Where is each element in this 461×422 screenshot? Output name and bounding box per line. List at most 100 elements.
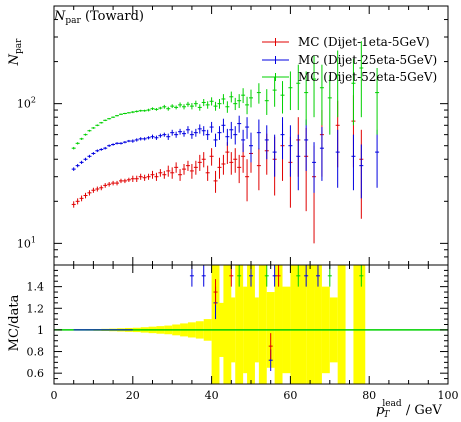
data-point (138, 109, 143, 112)
y-tick-label-base: 10 (17, 98, 31, 111)
data-point (189, 130, 194, 139)
data-point (359, 144, 364, 199)
data-point (351, 58, 356, 126)
data-point (75, 198, 80, 205)
data-point (134, 175, 139, 182)
data-point (193, 160, 198, 175)
data-point (75, 163, 80, 168)
data-point (122, 112, 127, 115)
data-point (229, 152, 234, 175)
data-point (87, 190, 92, 196)
y-tick-label: 0.6 (27, 367, 45, 380)
data-point (185, 126, 190, 134)
series-1 (71, 95, 364, 244)
data-point (170, 129, 175, 136)
data-point (178, 128, 183, 135)
ratio-point (201, 265, 206, 287)
data-point (189, 163, 194, 179)
data-point (197, 124, 202, 134)
data-point (130, 175, 135, 182)
band-bin (314, 265, 322, 384)
data-point (79, 160, 84, 164)
data-point (126, 177, 131, 182)
data-point (71, 201, 76, 208)
y-tick-label: 1.2 (27, 302, 45, 315)
data-point (111, 143, 116, 146)
ratio-point (315, 265, 320, 287)
data-point (256, 148, 261, 191)
data-point (142, 109, 147, 112)
data-point (91, 127, 96, 129)
y-tick-label: 0.8 (27, 346, 45, 359)
data-point (162, 170, 167, 179)
y-tick-label: 101 (17, 235, 36, 250)
legend-label-3: MC (Dijet-52eta-5GeV) (298, 70, 437, 84)
y-tick-label: 1 (37, 324, 44, 337)
data-point (134, 138, 139, 142)
ratio-data-layer (54, 265, 448, 384)
y-tick-label: 1.4 (27, 281, 45, 294)
data-point (142, 174, 147, 181)
data-point (296, 134, 301, 191)
ratio-point (272, 265, 277, 287)
data-point (213, 133, 218, 147)
data-point (87, 154, 92, 158)
plot-title: Npar (Toward) (53, 9, 144, 26)
data-point (185, 160, 190, 171)
data-point (115, 180, 120, 186)
band-bin (306, 265, 315, 384)
data-point (138, 173, 143, 180)
plot-title-rest: (Toward) (81, 9, 144, 24)
ratio-point (304, 265, 309, 287)
data-point (150, 134, 155, 139)
band-bin (274, 265, 283, 384)
band-bin (258, 265, 267, 384)
x-label-sup: lead (382, 399, 402, 409)
data-point (118, 142, 123, 145)
data-point (91, 187, 96, 193)
data-point (229, 121, 234, 139)
data-point (91, 152, 96, 155)
data-point (158, 169, 163, 177)
data-point (375, 129, 380, 188)
data-point (107, 117, 112, 120)
data-point (221, 154, 226, 175)
data-point (233, 97, 238, 111)
data-point (134, 110, 139, 113)
data-point (122, 141, 127, 144)
data-point (201, 152, 206, 168)
ratio-point (276, 265, 281, 287)
x-tick-label: 80 (362, 389, 376, 402)
main-y-label-main: N (7, 53, 22, 66)
data-point (118, 113, 123, 115)
data-point (103, 146, 108, 150)
data-point (209, 97, 214, 106)
data-point (146, 136, 151, 140)
data-point (99, 185, 104, 191)
data-point (170, 167, 175, 179)
data-point (245, 96, 250, 115)
data-point (142, 137, 147, 141)
data-point (95, 186, 100, 192)
data-point (351, 134, 356, 191)
data-point (154, 172, 159, 181)
data-point (154, 135, 159, 140)
data-point (130, 111, 135, 114)
data-point (95, 124, 100, 127)
data-point (233, 148, 238, 173)
data-point (249, 89, 253, 108)
data-point (304, 119, 309, 171)
data-point (205, 129, 210, 140)
data-point (193, 100, 198, 107)
data-point (130, 139, 135, 143)
data-point (213, 101, 218, 111)
data-point (174, 162, 179, 173)
data-point (327, 75, 332, 135)
x-label-sub: T (383, 410, 390, 420)
data-point (162, 132, 167, 137)
data-point (225, 128, 230, 146)
data-point (71, 146, 76, 150)
data-point (111, 116, 116, 118)
data-point (83, 192, 88, 199)
